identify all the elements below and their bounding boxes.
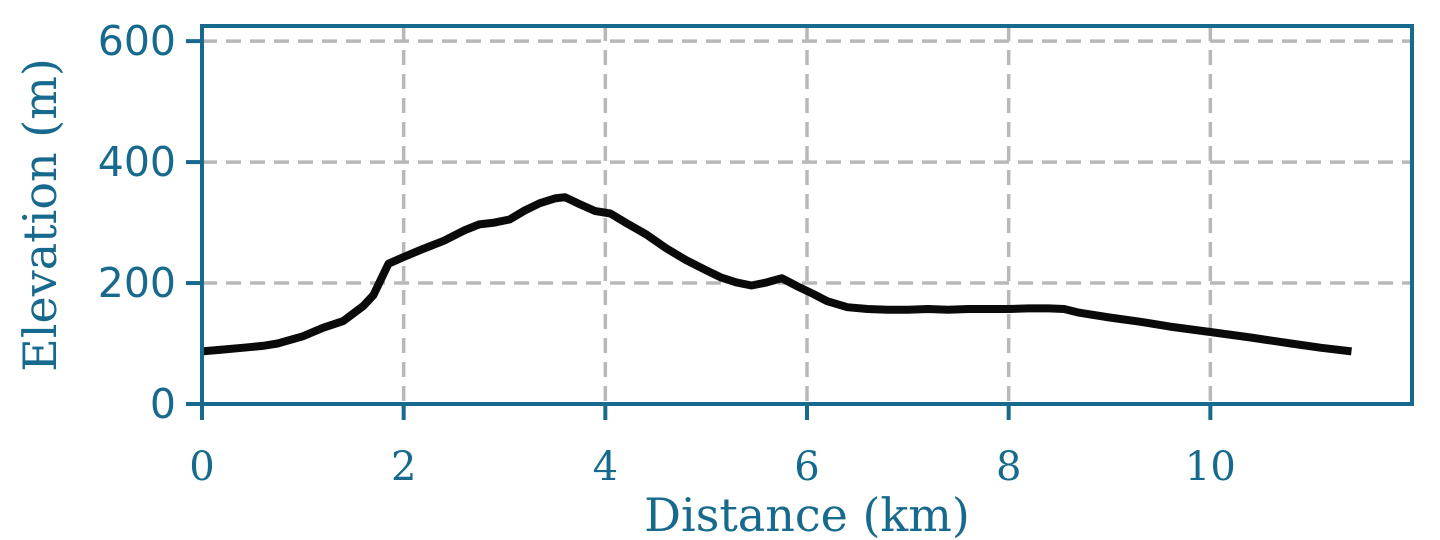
x-tick-label: 4 bbox=[593, 444, 618, 490]
y-tick-label: 200 bbox=[98, 259, 176, 307]
axis-labels: Distance (km) Elevation (m) bbox=[13, 58, 970, 540]
y-tick-label: 600 bbox=[98, 17, 176, 65]
y-tick-label: 0 bbox=[150, 380, 176, 428]
y-tick-label: 400 bbox=[98, 138, 176, 186]
axes: 0 2 4 6 8 10 0 200 400 600 bbox=[98, 17, 1414, 490]
x-axis-label: Distance (km) bbox=[644, 488, 970, 540]
x-tick-label: 0 bbox=[189, 444, 214, 490]
elevation-line bbox=[201, 193, 1352, 356]
y-axis-label: Elevation (m) bbox=[13, 58, 67, 372]
x-tick-label: 10 bbox=[1185, 444, 1236, 490]
x-tick-label: 2 bbox=[391, 444, 416, 490]
gridlines bbox=[200, 26, 1412, 406]
x-tick-label: 6 bbox=[794, 444, 819, 490]
elevation-series bbox=[201, 193, 1352, 356]
x-tick-label: 8 bbox=[996, 444, 1021, 490]
